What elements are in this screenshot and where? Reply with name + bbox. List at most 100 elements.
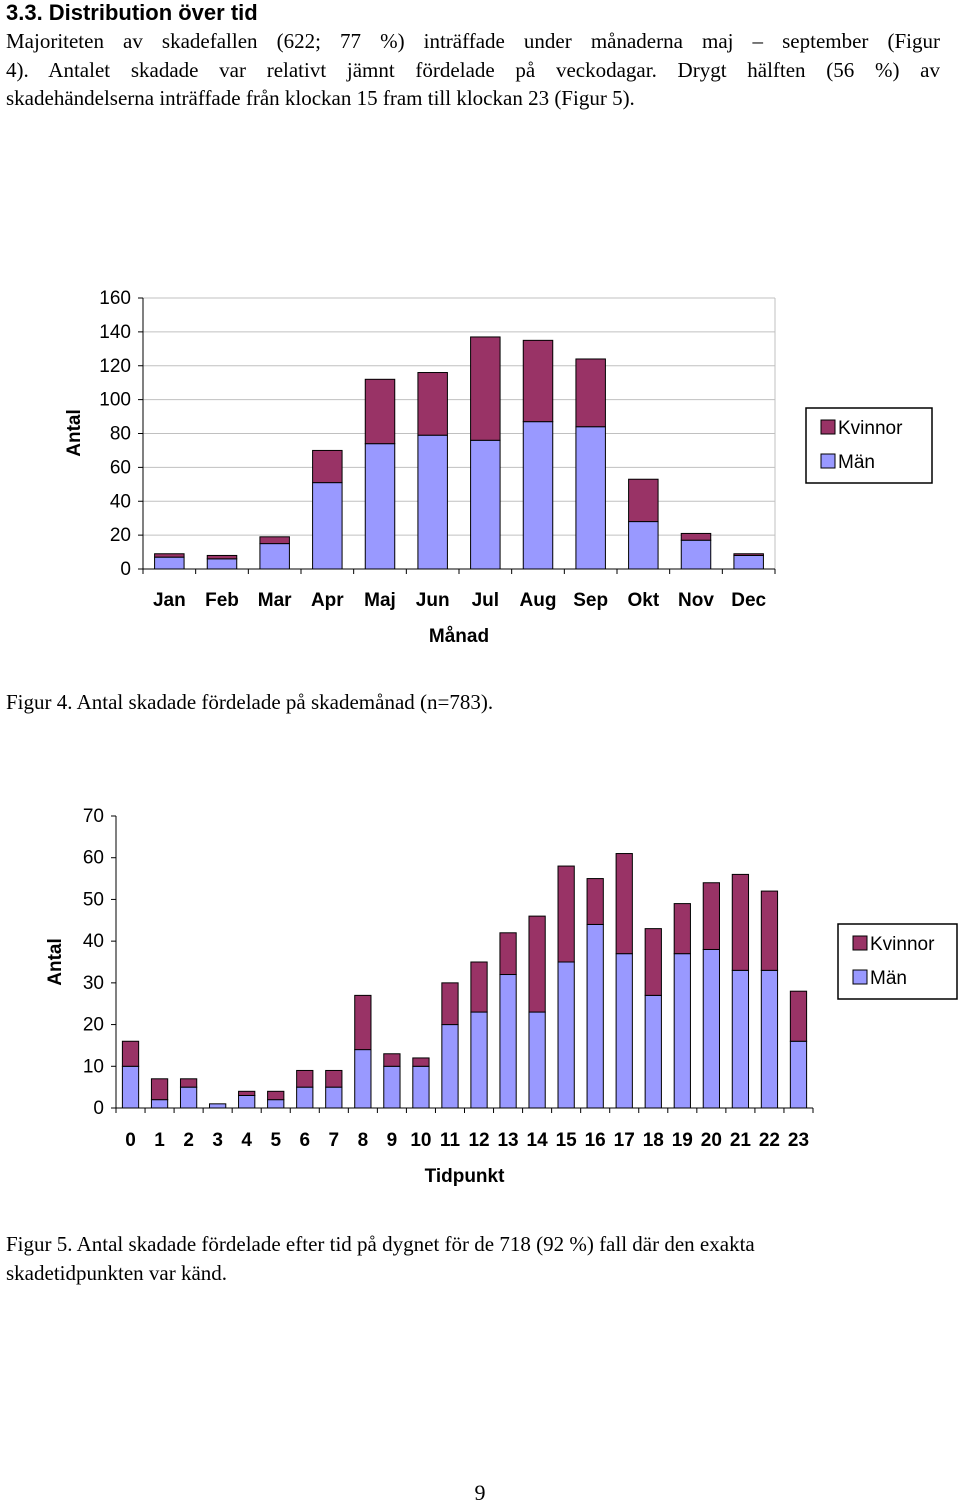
- paragraph-line: skadehändelserna inträffade från klockan…: [6, 86, 635, 110]
- y-tick-label: 60: [83, 848, 104, 869]
- y-tick-label: 50: [83, 889, 104, 910]
- bar-man: [731, 969, 750, 1109]
- bar-man: [628, 521, 659, 570]
- bar-man: [154, 556, 185, 570]
- bar-kvinnor: [470, 336, 501, 441]
- x-tick-label: Apr: [311, 590, 344, 611]
- y-axis-title: Antal: [64, 409, 85, 457]
- bar-kvinnor: [644, 928, 662, 996]
- bar-man: [470, 1011, 488, 1109]
- y-tick-label: 20: [110, 525, 131, 546]
- bar-man: [586, 923, 604, 1109]
- bar-man: [499, 974, 517, 1109]
- bar-kvinnor: [575, 358, 606, 428]
- bar-kvinnor: [296, 1069, 314, 1088]
- y-tick-label: 10: [83, 1056, 104, 1077]
- x-tick-label: Maj: [364, 590, 396, 611]
- x-tick-label: 20: [701, 1130, 722, 1151]
- bar-kvinnor: [522, 339, 554, 423]
- x-tick-label: Aug: [520, 590, 557, 611]
- bar-kvinnor: [364, 378, 396, 445]
- y-tick-label: 0: [93, 1098, 104, 1119]
- y-tick-label: 160: [99, 288, 131, 309]
- x-tick-label: Nov: [678, 590, 714, 611]
- body-paragraph: Majoriteten av skadefallen (622; 77 %) i…: [6, 27, 940, 113]
- bar-man: [733, 554, 764, 570]
- x-tick-label: 16: [585, 1130, 606, 1151]
- bar-man: [528, 1011, 546, 1109]
- x-tick-label: 18: [643, 1130, 664, 1151]
- y-tick-label: 30: [83, 973, 104, 994]
- month-chart: 0 20 40 60 80 100 120 140 160 Jan Feb Mar Apr Maj Jun J…: [64, 288, 933, 647]
- x-tick-label: Jun: [416, 590, 450, 611]
- bar-kvinnor: [528, 915, 546, 1013]
- legend-swatch-kvinnor: [820, 419, 836, 435]
- bar-kvinnor: [417, 372, 448, 436]
- x-tick-label: 11: [440, 1130, 461, 1151]
- bar-kvinnor: [179, 1078, 198, 1088]
- y-tick-label: 40: [83, 931, 104, 952]
- page-number: 9: [474, 1480, 486, 1505]
- y-tick-label: 0: [120, 559, 131, 580]
- bar-kvinnor: [154, 553, 185, 558]
- y-tick-label: 60: [110, 457, 131, 478]
- legend-label: Män: [870, 968, 907, 989]
- x-tick-label: 7: [329, 1130, 340, 1151]
- bar-man: [702, 948, 720, 1109]
- figure5-caption-line: skadetidpunkten var känd.: [6, 1260, 228, 1285]
- bar-kvinnor: [499, 932, 517, 976]
- x-tick-label: 17: [614, 1130, 635, 1151]
- bar-man: [522, 421, 554, 570]
- legend-label: Kvinnor: [870, 934, 935, 955]
- x-tick-label: 12: [468, 1130, 489, 1151]
- x-tick-label: 23: [788, 1130, 809, 1151]
- bar-man: [296, 1086, 314, 1109]
- bar-kvinnor: [557, 865, 575, 963]
- x-tick-label: 8: [358, 1130, 369, 1151]
- x-tick-label: 14: [527, 1130, 549, 1151]
- x-axis-title: Tidpunkt: [425, 1166, 506, 1187]
- x-tick-label: 1: [154, 1130, 165, 1151]
- bar-kvinnor: [206, 554, 238, 560]
- bar-kvinnor: [441, 982, 459, 1026]
- bar-man: [412, 1065, 430, 1109]
- y-tick-label: 20: [83, 1015, 104, 1036]
- bar-man: [417, 434, 448, 570]
- bar-kvinnor: [412, 1057, 430, 1067]
- section-heading: 3.3. Distribution över tid: [6, 0, 258, 26]
- x-tick-label: 10: [410, 1130, 431, 1151]
- x-tick-label: Sep: [573, 590, 608, 611]
- bar-kvinnor: [325, 1069, 343, 1088]
- x-tick-label: 15: [556, 1130, 578, 1151]
- bar-man: [206, 558, 238, 570]
- y-tick-label: 140: [99, 322, 131, 343]
- bar-man: [575, 426, 606, 570]
- bar-kvinnor: [470, 961, 488, 1013]
- x-tick-label: 2: [183, 1130, 194, 1151]
- x-tick-label: 3: [212, 1130, 223, 1151]
- figure5-caption: Figur 5. Antal skadade fördelade efter t…: [6, 1230, 940, 1287]
- x-axis-title: Månad: [429, 626, 489, 647]
- bar-man: [557, 961, 575, 1109]
- y-tick-label: 120: [99, 356, 131, 377]
- legend-label: Män: [838, 452, 875, 473]
- y-tick-label: 40: [110, 491, 131, 512]
- x-tick-label: 21: [730, 1130, 752, 1151]
- bar-kvinnor: [733, 553, 764, 556]
- bar-kvinnor: [259, 536, 290, 545]
- bar-kvinnor: [121, 1040, 140, 1067]
- x-tick-label: 4: [241, 1130, 252, 1151]
- x-tick-label: 22: [759, 1130, 780, 1151]
- x-tick-label: Dec: [731, 590, 766, 611]
- bar-man: [644, 994, 662, 1109]
- bar-kvinnor: [702, 882, 720, 950]
- bar-man: [441, 1024, 459, 1109]
- section-title: Distribution över tid: [48, 0, 258, 25]
- x-tick-label: 9: [387, 1130, 398, 1151]
- x-tick-label: 6: [299, 1130, 310, 1151]
- legend-label: Kvinnor: [838, 418, 903, 439]
- bar-man: [209, 1103, 227, 1109]
- bar-man: [325, 1086, 343, 1109]
- bar-man: [259, 543, 290, 570]
